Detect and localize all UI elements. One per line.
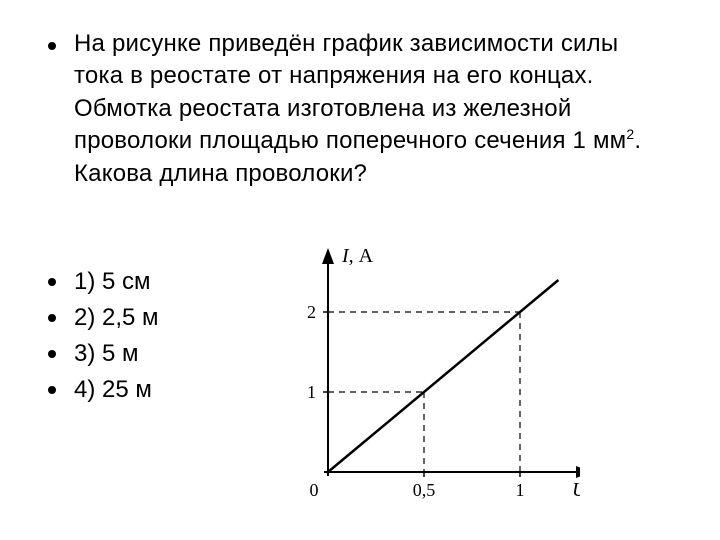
option-label: 4) 25 м: [74, 376, 152, 404]
svg-text:1: 1: [516, 480, 525, 500]
chart-svg: 1 2 0,5 1 0 I, А U, В: [270, 248, 580, 508]
svg-text:2: 2: [307, 302, 316, 322]
bullet-icon: [48, 314, 56, 322]
chart: 1 2 0,5 1 0 I, А U, В: [270, 248, 580, 513]
svg-text:I, А: I, А: [341, 248, 374, 267]
bullet-icon: [48, 386, 56, 394]
bullet-icon: [48, 278, 56, 286]
option-label: 2) 2,5 м: [74, 304, 159, 332]
svg-text:0: 0: [310, 480, 319, 500]
svg-text:1: 1: [307, 382, 316, 402]
question-text: На рисунке приведён график зависимости с…: [74, 28, 672, 190]
svg-text:0,5: 0,5: [413, 480, 436, 500]
option-label: 3) 5 м: [74, 340, 139, 368]
svg-text:U, В: U, В: [572, 479, 580, 501]
bullet-icon: [48, 42, 56, 50]
question-block: На рисунке приведён график зависимости с…: [48, 28, 672, 190]
bullet-icon: [48, 350, 56, 358]
option-label: 1) 5 см: [74, 268, 151, 296]
